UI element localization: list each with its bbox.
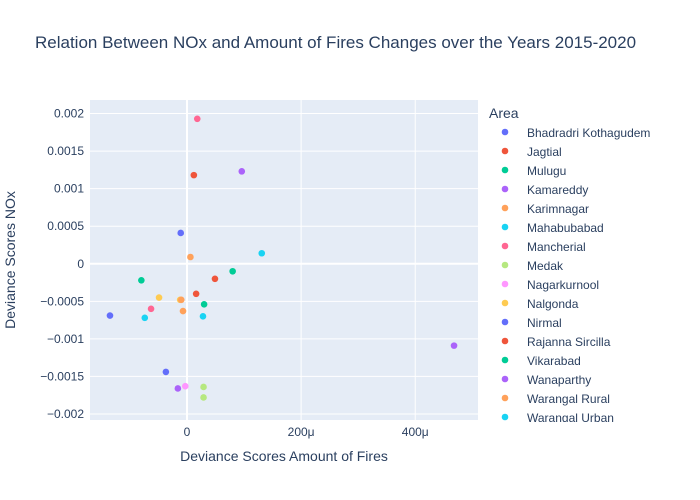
data-point[interactable] xyxy=(450,342,458,349)
legend-marker-icon xyxy=(501,413,509,421)
legend-item[interactable]: Warangal Urban xyxy=(501,411,614,425)
legend-label: Medak xyxy=(527,259,564,273)
legend-item[interactable]: Nalgonda xyxy=(501,297,579,311)
y-tick-label: −0.0015 xyxy=(40,369,84,383)
data-point[interactable] xyxy=(190,171,198,179)
legend-item[interactable]: Rajanna Sircilla xyxy=(501,335,611,349)
x-tick-label: 200μ xyxy=(288,425,315,439)
grid-lines xyxy=(90,100,478,420)
legend-label: Mahabubabad xyxy=(527,221,604,235)
x-tick-label: 0 xyxy=(184,425,191,439)
y-tick-label: −0.002 xyxy=(47,407,84,421)
y-tick-label: 0 xyxy=(77,257,84,271)
legend-label: Nirmal xyxy=(527,316,562,330)
legend-label: Nagarkurnool xyxy=(527,278,599,292)
legend-marker-icon xyxy=(501,166,509,174)
legend-marker-icon xyxy=(501,280,509,288)
legend-label: Warangal Urban xyxy=(527,411,614,425)
legend-label: Bhadradri Kothagudem xyxy=(527,126,650,140)
data-point[interactable] xyxy=(162,368,170,376)
legend-label: Mancherial xyxy=(527,240,586,254)
legend-item[interactable]: Kamareddy xyxy=(501,183,589,197)
data-point[interactable] xyxy=(211,275,219,283)
data-point[interactable] xyxy=(177,296,185,304)
legend-marker-icon xyxy=(501,337,509,345)
data-point[interactable] xyxy=(141,314,149,322)
data-point[interactable] xyxy=(187,253,194,261)
legend-item[interactable]: Nirmal xyxy=(501,316,562,330)
legend-item[interactable]: Bhadradri Kothagudem xyxy=(501,126,651,140)
data-points xyxy=(106,115,458,401)
legend-marker-icon xyxy=(501,147,509,155)
legend-item[interactable]: Wanaparthy xyxy=(501,373,592,387)
legend-marker-icon xyxy=(501,261,509,269)
y-tick-labels: 0.002 0.0015 0.001 0.0005 0 −0.0005 −0.001 −0.0… xyxy=(40,107,84,421)
legend-label: Wanaparthy xyxy=(527,373,591,387)
data-point[interactable] xyxy=(181,382,189,390)
data-point[interactable] xyxy=(177,229,185,237)
legend-item[interactable]: Mulugu xyxy=(501,164,567,178)
legend-label: Kamareddy xyxy=(527,183,588,197)
legend-marker-icon xyxy=(501,356,509,364)
data-point[interactable] xyxy=(229,267,236,275)
legend-title: Area xyxy=(489,105,519,121)
legend-item[interactable]: Jagtial xyxy=(501,145,562,159)
legend-label: Warangal Rural xyxy=(527,392,610,406)
data-point[interactable] xyxy=(258,249,266,257)
data-point[interactable] xyxy=(147,305,155,313)
y-tick-label: 0.0005 xyxy=(47,219,84,233)
plot-area xyxy=(90,100,478,420)
y-tick-label: 0.002 xyxy=(54,107,84,121)
legend[interactable]: Bhadradri Kothagudem Jagtial Mulugu Kamared… xyxy=(501,126,651,425)
legend-marker-icon xyxy=(501,375,509,383)
legend-item[interactable]: Vikarabad xyxy=(501,354,581,368)
legend-item[interactable]: Nagarkurnool xyxy=(501,278,599,292)
data-point[interactable] xyxy=(199,313,207,320)
legend-marker-icon xyxy=(501,204,509,212)
data-point[interactable] xyxy=(193,115,201,123)
y-tick-label: −0.001 xyxy=(47,332,84,346)
data-point[interactable] xyxy=(174,385,182,392)
data-point[interactable] xyxy=(200,394,207,401)
data-point[interactable] xyxy=(138,276,145,284)
legend-label: Vikarabad xyxy=(527,354,581,368)
y-axis-label: Deviance Scores NOx xyxy=(2,191,18,329)
y-tick-label: 0.0015 xyxy=(47,144,84,158)
x-tick-labels: 0 200μ 400μ xyxy=(184,425,429,439)
legend-item[interactable]: Karimnagar xyxy=(501,202,589,216)
data-point[interactable] xyxy=(200,383,207,391)
legend-label: Nalgonda xyxy=(527,297,579,311)
data-point[interactable] xyxy=(155,294,163,301)
legend-marker-icon xyxy=(501,128,509,136)
data-point[interactable] xyxy=(200,301,208,308)
legend-marker-icon xyxy=(501,223,509,231)
data-point[interactable] xyxy=(192,290,200,298)
legend-label: Rajanna Sircilla xyxy=(527,335,611,349)
legend-marker-icon xyxy=(501,299,509,307)
legend-label: Mulugu xyxy=(527,164,566,178)
y-tick-label: 0.001 xyxy=(54,182,84,196)
legend-marker-icon xyxy=(501,394,509,402)
legend-label: Jagtial xyxy=(527,145,562,159)
legend-marker-icon xyxy=(501,185,509,193)
legend-marker-icon xyxy=(501,242,509,250)
chart-title: Relation Between NOx and Amount of Fires… xyxy=(35,33,637,52)
legend-item[interactable]: Mancherial xyxy=(501,240,586,254)
legend-item[interactable]: Warangal Rural xyxy=(501,392,610,406)
x-axis-label: Deviance Scores Amount of Fires xyxy=(180,448,388,464)
legend-marker-icon xyxy=(501,318,509,326)
data-point[interactable] xyxy=(238,168,246,175)
legend-item[interactable]: Medak xyxy=(501,259,564,273)
legend-item[interactable]: Mahabubabad xyxy=(501,221,604,235)
x-tick-label: 400μ xyxy=(402,425,429,439)
data-point[interactable] xyxy=(179,307,187,315)
legend-label: Karimnagar xyxy=(527,202,589,216)
y-tick-label: −0.0005 xyxy=(40,294,84,308)
data-point[interactable] xyxy=(106,312,114,319)
